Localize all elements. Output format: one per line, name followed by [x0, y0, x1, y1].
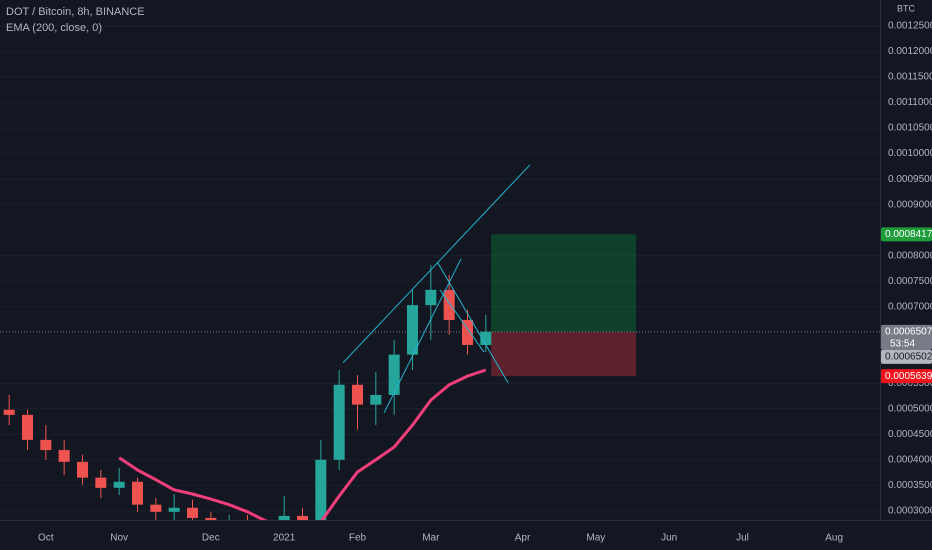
x-tick-label: Nov: [110, 533, 128, 544]
price-badge: [881, 369, 932, 384]
trendline: [439, 289, 485, 353]
y-tick-label: 0.00035000: [888, 480, 932, 491]
candle-body: [352, 384, 363, 405]
y-tick-label: 0.00125000: [888, 21, 932, 32]
x-tick-label: 2021: [273, 533, 296, 544]
y-tick-label: 0.00040000: [888, 454, 932, 465]
candle-body: [315, 459, 327, 520]
trendline: [383, 258, 462, 414]
x-tick-label: Oct: [38, 533, 54, 544]
candle-body: [168, 507, 180, 512]
candle-body: [425, 289, 437, 306]
currency-label: BTC: [897, 3, 916, 13]
x-tick-label: Apr: [515, 533, 531, 544]
price-badge: [881, 349, 932, 364]
candle-body: [58, 450, 70, 462]
y-tick-label: 0.00075000: [888, 276, 932, 287]
plot-area: [0, 164, 880, 520]
price-badge-label: 0.00056391: [885, 371, 932, 382]
price-badge-label: 0.00065070: [885, 326, 932, 337]
y-tick-label: 0.00050000: [888, 403, 932, 414]
candle-body: [462, 319, 473, 345]
price-badge: [881, 324, 932, 350]
y-tick-label: 0.00030000: [888, 505, 932, 516]
x-tick-label: Dec: [202, 533, 220, 544]
chart-title: DOT / Bitcoin, 8h, BINANCE: [6, 6, 145, 18]
price-badge-label: 0.00084173: [885, 229, 932, 240]
x-tick-label: Jun: [661, 533, 677, 544]
y-tick-label: 0.00055000: [888, 378, 932, 389]
countdown: 53:54: [890, 338, 915, 349]
x-tick-label: Aug: [825, 533, 843, 544]
candle-body: [77, 461, 88, 478]
candle-body: [187, 507, 198, 518]
y-tick-label: 0.00100000: [888, 148, 932, 159]
axes: 0.00030000 0.00035000 0.00040000 0.00045000…: [38, 21, 932, 544]
candle-body: [297, 515, 308, 520]
y-tick-label: 0.00090000: [888, 199, 932, 210]
price-badge: [881, 227, 932, 242]
y-tick-label: 0.00120000: [888, 46, 932, 57]
x-tick-label: May: [586, 533, 605, 544]
candle-body: [132, 481, 143, 505]
candle-body: [40, 439, 52, 451]
candle-body: [388, 354, 400, 395]
loss-zone: [491, 331, 637, 377]
ema-line: [118, 368, 487, 520]
indicator-legend: EMA (200, close, 0): [6, 22, 102, 34]
x-tick-label: Mar: [422, 533, 440, 544]
grid: [0, 25, 880, 512]
y-tick-label: 0.00105000: [888, 123, 932, 134]
candle-body: [278, 515, 290, 520]
candle-body: [370, 394, 382, 405]
candle-body: [333, 384, 345, 460]
candle-body: [205, 517, 217, 520]
candle-body: [150, 504, 162, 512]
candle-body: [113, 481, 125, 488]
y-tick-label: 0.00070000: [888, 301, 932, 312]
candle-body: [480, 331, 492, 345]
trendline: [436, 261, 509, 383]
candle-body: [22, 414, 33, 440]
y-tick-label: 0.00045000: [888, 429, 932, 440]
y-tick-label: 0.00095000: [888, 174, 932, 185]
y-tick-label: 0.00080000: [888, 250, 932, 261]
trendline: [342, 164, 531, 364]
x-tick-label: Feb: [349, 533, 367, 544]
candle-body: [407, 305, 418, 355]
profit-zone: [491, 234, 637, 332]
price-badge-label: 0.00065024: [885, 351, 932, 362]
candle-body: [95, 477, 107, 488]
x-tick-label: Jul: [736, 533, 749, 544]
candle-body: [443, 289, 455, 320]
candle-body: [3, 409, 15, 415]
